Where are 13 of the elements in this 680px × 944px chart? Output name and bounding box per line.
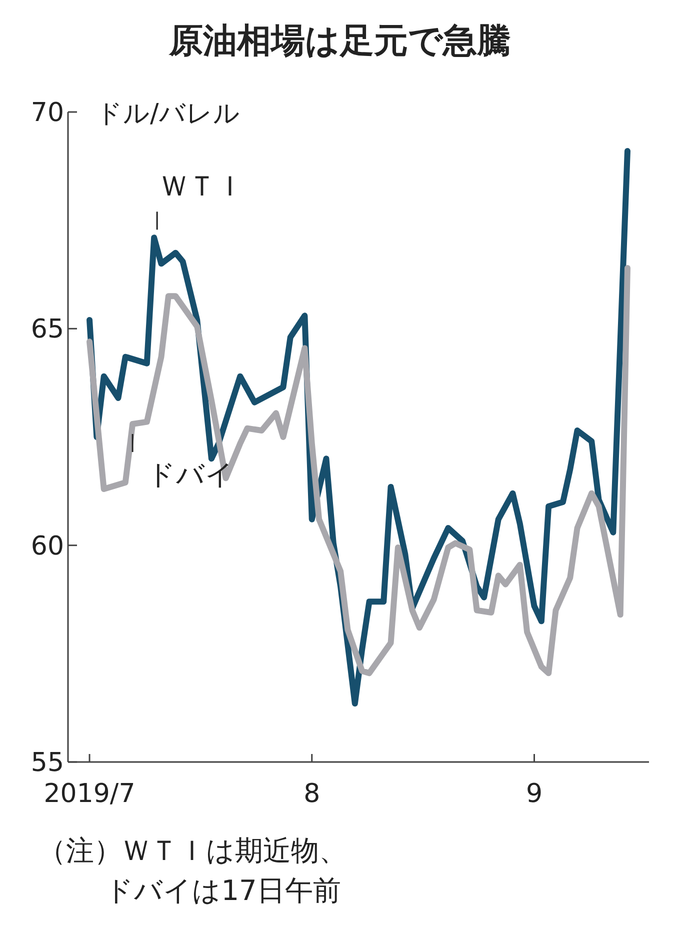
y-tick-label: 60 xyxy=(30,531,64,562)
y-tick-label: 70 xyxy=(30,98,64,128)
chart-title: 原油相場は足元で急騰 xyxy=(168,21,511,61)
y-tick-label: 55 xyxy=(30,748,64,778)
x-tick-label: 2019/7 xyxy=(44,779,136,809)
y-axis-title: ドル/バレル xyxy=(96,99,240,129)
x-tick-label: 9 xyxy=(526,779,543,809)
series-label: ＷＴＩ xyxy=(160,170,244,203)
series-label: ドバイ xyxy=(147,458,234,491)
y-tick-label: 65 xyxy=(30,314,64,345)
text: （注）ＷＴＩは期近物、 xyxy=(38,834,347,867)
x-tick-label: 8 xyxy=(304,779,320,809)
text: ドバイは17日午前 xyxy=(105,874,341,907)
